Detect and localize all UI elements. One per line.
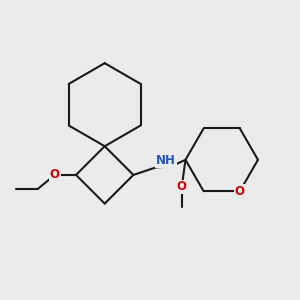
Text: O: O [235,185,245,198]
Text: NH: NH [156,154,176,167]
Text: O: O [50,168,60,182]
Text: O: O [177,181,187,194]
